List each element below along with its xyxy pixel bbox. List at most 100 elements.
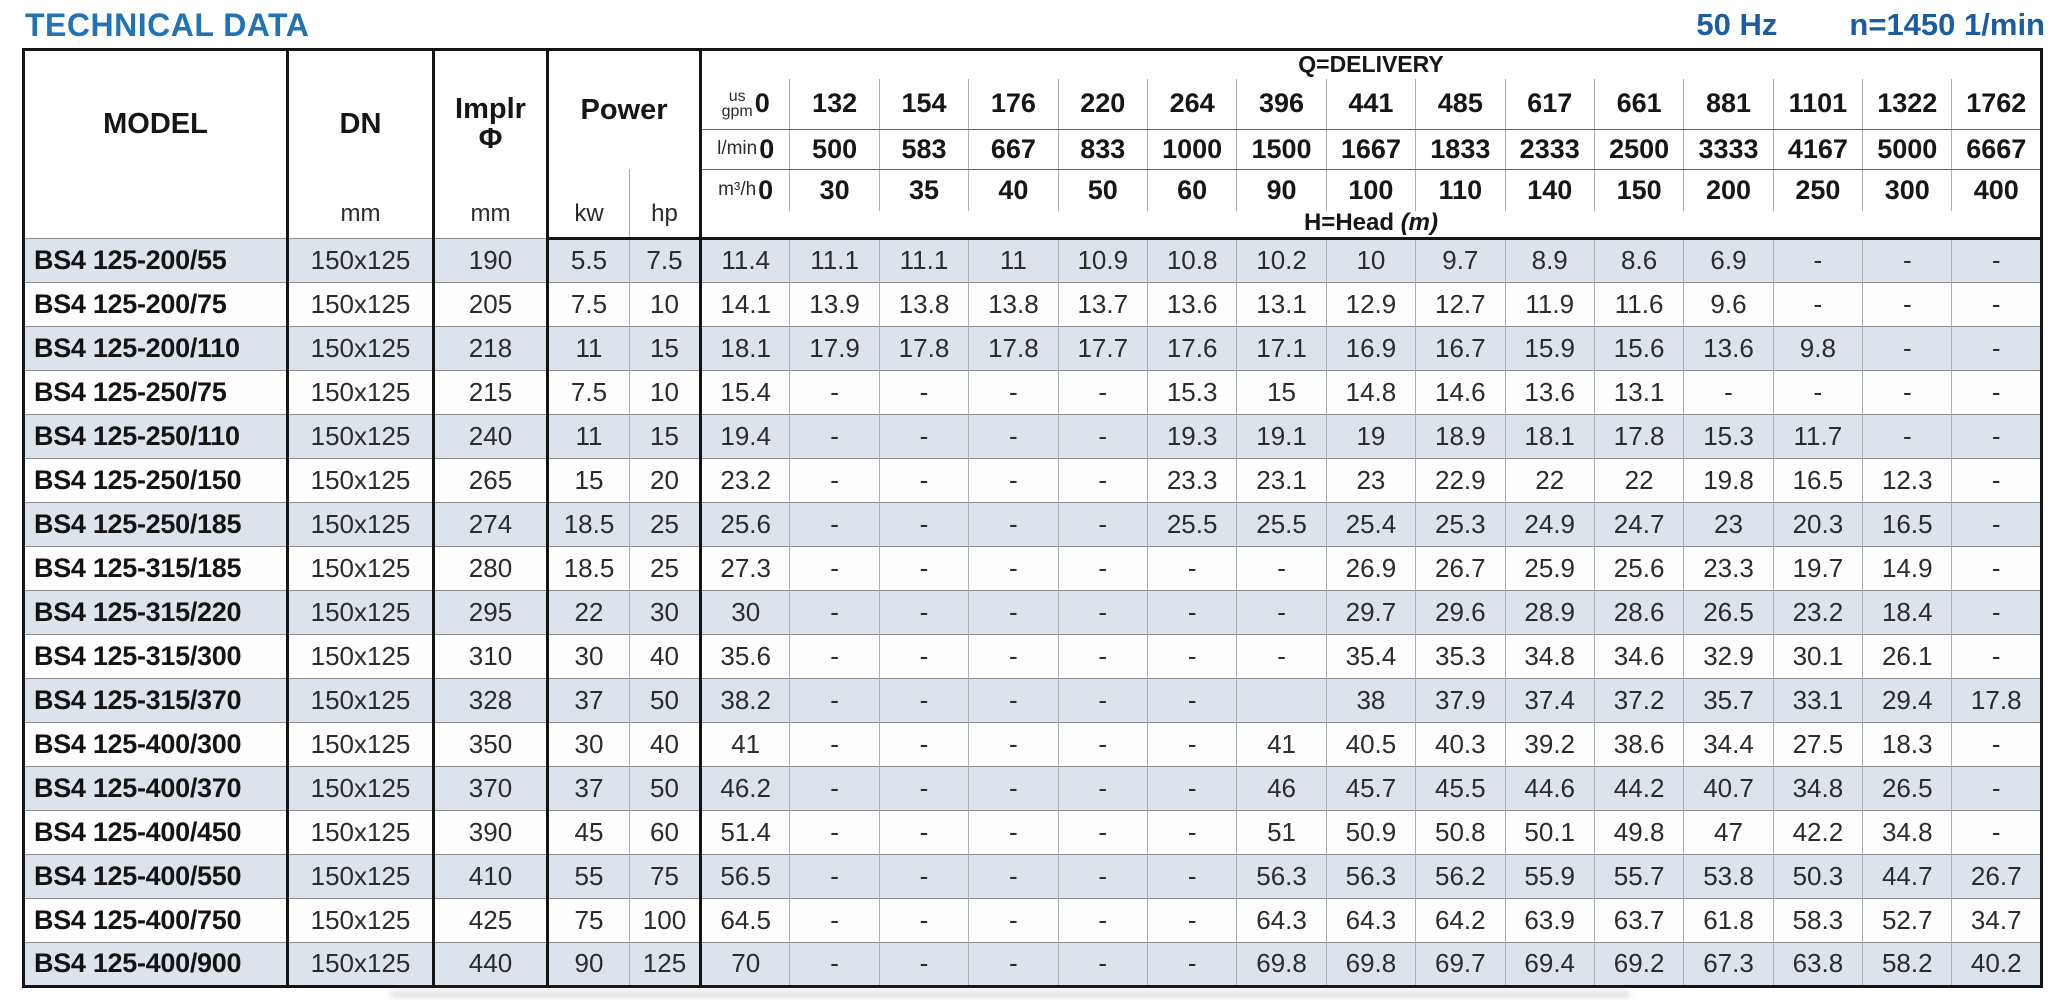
head-cell: -: [1951, 237, 2042, 282]
head-cell: -: [1862, 325, 1952, 370]
head-cell: 14.1: [700, 281, 790, 326]
head-cell: 10.9: [1057, 237, 1148, 282]
head-cell: 29.4: [1862, 677, 1952, 722]
kw-cell: 7.5: [547, 281, 630, 326]
delivery-value-m3h: 150: [1593, 169, 1684, 211]
implr-cell: 425: [433, 897, 549, 942]
head-cell: -: [1772, 369, 1863, 414]
head-cell: -: [789, 809, 880, 854]
head-cell: 63.8: [1772, 941, 1863, 986]
dn-cell: 150x125: [287, 853, 435, 898]
head-cell: 56.3: [1325, 853, 1416, 898]
table-row: BS4 125-400/300 150x125 350 30 40 41- - - - -41 40…: [23, 721, 2042, 766]
head-cell: 22.9: [1415, 457, 1506, 502]
delivery-row-usgpm: us gpm 0 132 154 176 220 264 396 441 485 617 661 881 1…: [24, 79, 2042, 130]
dn-cell: 150x125: [287, 765, 435, 810]
head-cell: 49.8: [1593, 809, 1684, 854]
head-cell: 35.3: [1415, 633, 1506, 678]
head-cell: 63.9: [1504, 897, 1595, 942]
delivery-row-m3h: kw hp m³/h0 30 35 40 50 60 90 100 110 140 150 200 250 3…: [24, 169, 2042, 240]
head-cell: 33.1: [1772, 677, 1863, 722]
table-row: BS4 125-400/750 150x125 425 75 100 64.5- - - - -6…: [23, 897, 2042, 942]
kw-cell: 90: [547, 941, 630, 986]
head-cell: 10: [1325, 237, 1416, 282]
delivery-value-lmin: 1667: [1325, 129, 1416, 170]
head-cell: -: [968, 853, 1059, 898]
delivery-value-lmin: 4167: [1772, 129, 1863, 170]
head-cell: -: [878, 853, 969, 898]
delivery-value-usgpm: 1101: [1772, 79, 1863, 130]
head-cell: 26.5: [1862, 765, 1952, 810]
table-row: BS4 125-400/550 150x125 410 55 75 56.5- - - - -56…: [23, 853, 2042, 898]
head-cell: 13.7: [1057, 281, 1148, 326]
dn-cell: 150x125: [287, 237, 435, 282]
head-cell: 46: [1236, 765, 1327, 810]
head-cell: 13.9: [789, 281, 880, 326]
head-cell: -: [1146, 589, 1237, 634]
head-cell: 27.5: [1772, 721, 1863, 766]
delivery-row-lmin: l/min0 500 583 667 833 1000 1500 1667 1833 2333 25…: [24, 129, 2042, 170]
head-cell: 35.4: [1325, 633, 1416, 678]
table-header: MODEL DN mm Implr Φ mm Power Q=DELIVERY u…: [23, 49, 2042, 240]
delivery-value-lmin: 5000: [1862, 129, 1952, 170]
head-cell: -: [1951, 633, 2042, 678]
head-cell: 50.8: [1415, 809, 1506, 854]
delivery-value-m3h: 35: [878, 169, 969, 211]
hp-cell: 20: [629, 457, 702, 502]
head-cell: 11.1: [789, 237, 880, 282]
frequency-label: 50 Hz: [1696, 7, 1778, 42]
dn-cell: 150x125: [287, 941, 435, 986]
head-cell: -: [1951, 721, 2042, 766]
hp-cell: 15: [629, 413, 702, 458]
implr-cell: 274: [433, 501, 549, 546]
delivery-value-usgpm: 132: [789, 79, 880, 130]
head-cell: -: [1057, 941, 1148, 986]
head-cell: -: [1057, 589, 1148, 634]
head-cell: -: [1951, 809, 2042, 854]
head-cell: 51: [1236, 809, 1327, 854]
head-cell: -: [1951, 765, 2042, 810]
head-cell: -: [789, 457, 880, 502]
head-cell: -: [878, 765, 969, 810]
head-cell: 15.3: [1683, 413, 1774, 458]
delivery-value-lmin: 833: [1057, 129, 1148, 170]
head-cell: 18.9: [1415, 413, 1506, 458]
head-cell: 63.7: [1593, 897, 1684, 942]
dn-unit: mm: [340, 200, 381, 228]
head-cell: -: [878, 457, 969, 502]
dn-cell: 150x125: [287, 721, 435, 766]
implr-cell: 280: [433, 545, 549, 590]
head-cell: 19.7: [1772, 545, 1863, 590]
head-cell: -: [878, 545, 969, 590]
head-cell: 34.7: [1951, 897, 2042, 942]
head-cell: -: [789, 897, 880, 942]
head-cell: 40.5: [1325, 721, 1416, 766]
head-cell: 50.9: [1325, 809, 1416, 854]
delivery-value-usgpm: 1762: [1951, 79, 2042, 130]
head-cell: 13.1: [1593, 369, 1684, 414]
head-cell: 55.7: [1593, 853, 1684, 898]
head-cell: 9.7: [1415, 237, 1506, 282]
delivery-value-lmin: 583: [878, 129, 969, 170]
delivery-value-usgpm: 661: [1593, 79, 1684, 130]
column-header-dn: DN mm: [287, 49, 435, 238]
head-cell: -: [789, 589, 880, 634]
kw-cell: 45: [547, 809, 630, 854]
head-cell: -: [789, 501, 880, 546]
delivery-value-m3h: 400: [1951, 169, 2042, 211]
delivery-value-m3h: 50: [1057, 169, 1148, 211]
head-cell: -: [1057, 501, 1148, 546]
head-cell: 16.9: [1325, 325, 1416, 370]
head-cell: -: [968, 633, 1059, 678]
head-cell: 19: [1325, 413, 1416, 458]
head-cell: 52.7: [1862, 897, 1952, 942]
dn-cell: 150x125: [287, 413, 435, 458]
head-cell: 56.2: [1415, 853, 1506, 898]
head-cell: 34.8: [1504, 633, 1595, 678]
delivery-value-usgpm: 617: [1504, 79, 1595, 130]
table-row: BS4 125-250/150 150x125 265 15 20 23.2- - - -23.…: [23, 457, 2042, 502]
kw-cell: 37: [547, 677, 630, 722]
head-cell: 13.6: [1146, 281, 1237, 326]
head-cell: 37.4: [1504, 677, 1595, 722]
head-cell: -: [968, 941, 1059, 986]
